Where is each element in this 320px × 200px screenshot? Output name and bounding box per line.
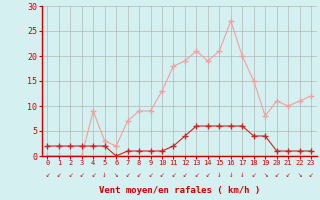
Text: ↙: ↙: [274, 170, 279, 179]
X-axis label: Vent moyen/en rafales ( km/h ): Vent moyen/en rafales ( km/h ): [99, 186, 260, 195]
Text: ↓: ↓: [102, 170, 107, 179]
Text: ↙: ↙: [252, 170, 256, 179]
Text: ↙: ↙: [148, 170, 153, 179]
Text: ↙: ↙: [309, 170, 313, 179]
Text: ↙: ↙: [160, 170, 164, 179]
Text: ↘: ↘: [263, 170, 268, 179]
Text: ↙: ↙: [194, 170, 199, 179]
Text: ↙: ↙: [45, 170, 50, 179]
Text: ↙: ↙: [205, 170, 210, 179]
Text: ↙: ↙: [125, 170, 130, 179]
Text: ↓: ↓: [217, 170, 222, 179]
Text: ↘: ↘: [297, 170, 302, 179]
Text: ↙: ↙: [79, 170, 84, 179]
Text: ↙: ↙: [183, 170, 187, 179]
Text: ↙: ↙: [57, 170, 61, 179]
Text: ↘: ↘: [114, 170, 118, 179]
Text: ↙: ↙: [171, 170, 176, 179]
Text: ↓: ↓: [240, 170, 244, 179]
Text: ↙: ↙: [137, 170, 141, 179]
Text: ↙: ↙: [286, 170, 291, 179]
Text: ↓: ↓: [228, 170, 233, 179]
Text: ↙: ↙: [91, 170, 95, 179]
Text: ↙: ↙: [68, 170, 73, 179]
